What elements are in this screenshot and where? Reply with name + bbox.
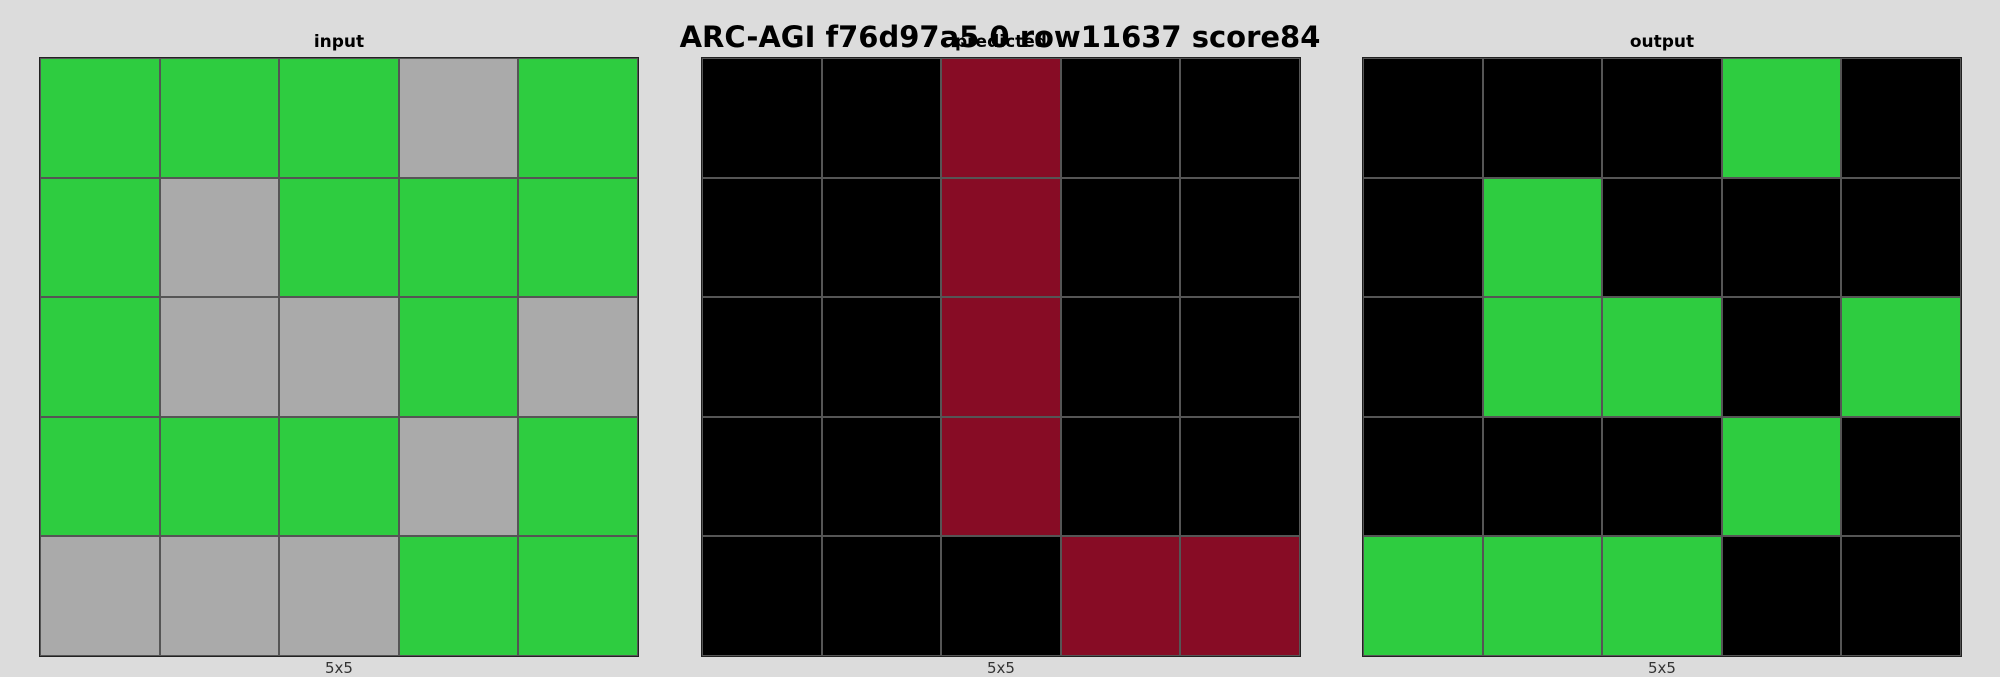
grid-cell bbox=[941, 536, 1061, 656]
predicted-panel-title: predicted bbox=[955, 32, 1047, 52]
input-grid bbox=[39, 57, 639, 657]
grid-cell bbox=[398, 177, 519, 298]
grid-cell bbox=[1180, 536, 1300, 656]
grid-cell bbox=[518, 536, 638, 656]
grid-cell bbox=[1602, 58, 1722, 178]
grid-cell bbox=[1721, 177, 1842, 298]
grid-cell bbox=[941, 177, 1061, 298]
grid-cell bbox=[1482, 297, 1603, 417]
grid-cell bbox=[159, 297, 280, 417]
input-grid-size: 5x5 bbox=[325, 659, 353, 677]
grid-cell bbox=[518, 177, 638, 298]
grid-cell bbox=[279, 297, 399, 417]
grid-cell bbox=[1180, 297, 1300, 417]
input-panel: input 5x5 bbox=[39, 0, 639, 677]
grid-cell bbox=[398, 536, 519, 656]
grid-cell bbox=[398, 416, 519, 537]
output-grid-size: 5x5 bbox=[1648, 659, 1676, 677]
grid-cell bbox=[1060, 536, 1181, 656]
grid-cell bbox=[821, 297, 942, 417]
grid-cell bbox=[1482, 416, 1603, 537]
grid-cell bbox=[702, 297, 822, 417]
grid-cell bbox=[702, 58, 822, 178]
grid-cell bbox=[941, 58, 1061, 178]
grid-cell bbox=[1363, 416, 1483, 537]
grid-cell bbox=[40, 297, 160, 417]
page-title: ARC-AGI f76d97a5 0 row11637 score84 bbox=[679, 20, 1321, 54]
grid-cell bbox=[279, 536, 399, 656]
grid-cell bbox=[941, 297, 1061, 417]
grid-cell bbox=[1363, 536, 1483, 656]
grid-cell bbox=[279, 177, 399, 298]
grid-cell bbox=[1482, 177, 1603, 298]
predicted-grid-size: 5x5 bbox=[987, 659, 1015, 677]
grid-cell bbox=[1060, 58, 1181, 178]
output-panel: output 5x5 bbox=[1362, 0, 1962, 677]
grid-cell bbox=[1180, 416, 1300, 537]
grid-cell bbox=[1841, 177, 1961, 298]
grid-cell bbox=[279, 58, 399, 178]
grid-cell bbox=[40, 536, 160, 656]
grid-cell bbox=[1363, 177, 1483, 298]
grid-cell bbox=[821, 416, 942, 537]
grid-cell bbox=[1721, 297, 1842, 417]
grid-cell bbox=[40, 177, 160, 298]
grid-cell bbox=[1602, 536, 1722, 656]
grid-cell bbox=[1363, 297, 1483, 417]
predicted-panel: predicted 5x5 bbox=[701, 0, 1301, 677]
grid-cell bbox=[1841, 536, 1961, 656]
grid-cell bbox=[821, 58, 942, 178]
grid-cell bbox=[1060, 297, 1181, 417]
input-panel-title: input bbox=[313, 32, 365, 52]
grid-cell bbox=[702, 536, 822, 656]
grid-cell bbox=[1841, 416, 1961, 537]
grid-cell bbox=[702, 177, 822, 298]
grid-cell bbox=[518, 297, 638, 417]
grid-cell bbox=[1060, 416, 1181, 537]
grid-cell bbox=[279, 416, 399, 537]
grid-cell bbox=[1180, 58, 1300, 178]
grid-cell bbox=[518, 416, 638, 537]
grid-cell bbox=[1482, 58, 1603, 178]
grid-cell bbox=[1721, 58, 1842, 178]
grid-cell bbox=[159, 177, 280, 298]
predicted-grid bbox=[701, 57, 1301, 657]
grid-cell bbox=[1180, 177, 1300, 298]
grid-cell bbox=[821, 536, 942, 656]
output-panel-title: output bbox=[1629, 32, 1695, 52]
grid-cell bbox=[1602, 416, 1722, 537]
grid-cell bbox=[1482, 536, 1603, 656]
grid-cell bbox=[40, 416, 160, 537]
grid-cell bbox=[1841, 297, 1961, 417]
grid-cell bbox=[702, 416, 822, 537]
grid-cell bbox=[159, 536, 280, 656]
grid-cell bbox=[1841, 58, 1961, 178]
grid-cell bbox=[1363, 58, 1483, 178]
grid-cell bbox=[1721, 536, 1842, 656]
grid-cell bbox=[398, 297, 519, 417]
grid-cell bbox=[941, 416, 1061, 537]
grid-cell bbox=[518, 58, 638, 178]
grid-cell bbox=[398, 58, 519, 178]
grid-cell bbox=[1602, 177, 1722, 298]
grid-cell bbox=[40, 58, 160, 178]
grid-cell bbox=[159, 58, 280, 178]
output-grid bbox=[1362, 57, 1962, 657]
grid-cell bbox=[821, 177, 942, 298]
grid-cell bbox=[159, 416, 280, 537]
grid-cell bbox=[1721, 416, 1842, 537]
grid-cell bbox=[1602, 297, 1722, 417]
grid-cell bbox=[1060, 177, 1181, 298]
